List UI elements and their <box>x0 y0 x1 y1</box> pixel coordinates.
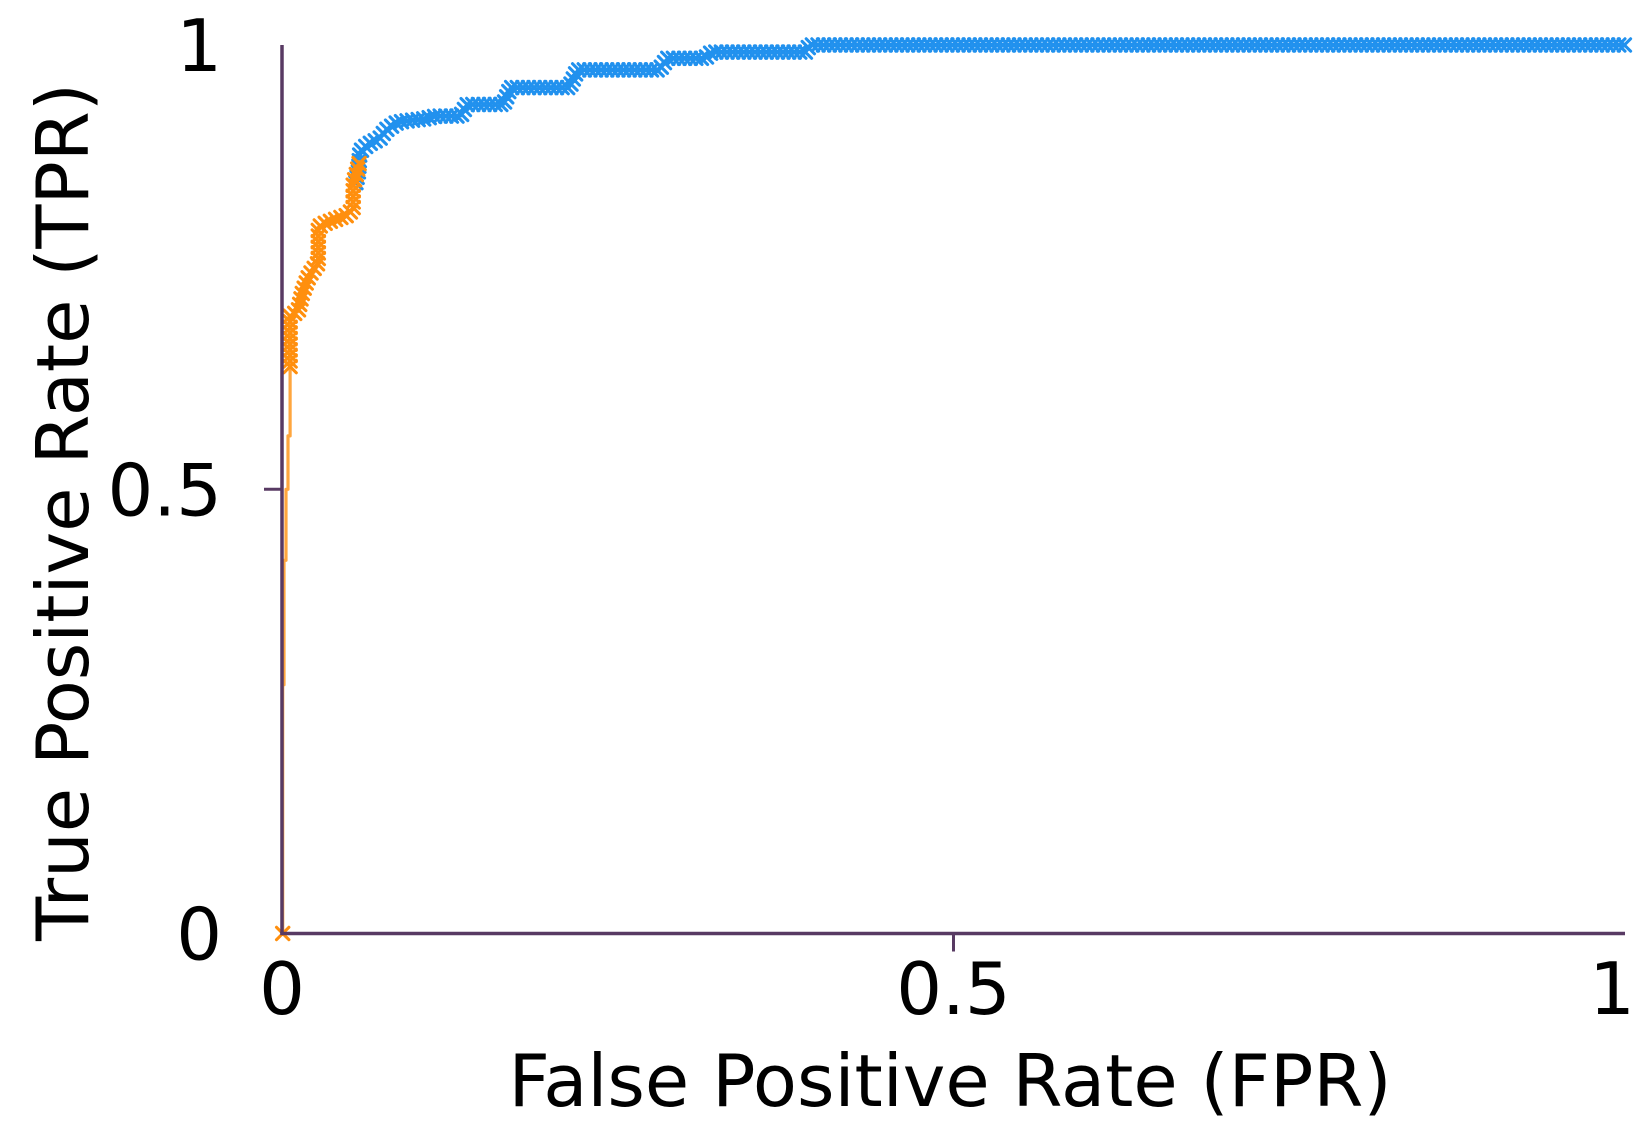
y-axis-label: True Positive Rate (TPR) <box>21 83 105 942</box>
roc-curve-blue-line <box>354 43 1625 184</box>
tick-label-layer: 0 0.5 1 0 0.5 1 <box>107 4 1634 1031</box>
y-tick-label-1: 1 <box>176 4 222 88</box>
axis-layer <box>264 45 1625 952</box>
roc-curve-orange-line <box>281 160 362 934</box>
y-tick-label-0: 0 <box>176 893 222 977</box>
x-axis-label: False Positive Rate (FPR) <box>508 1039 1391 1123</box>
series-layer <box>274 37 1633 942</box>
roc-curve-blue-markers <box>348 37 1633 191</box>
x-tick-label-0.5: 0.5 <box>896 947 1011 1031</box>
x-tick-label-0: 0 <box>259 947 305 1031</box>
series-roc-curve-orange <box>274 155 367 942</box>
roc-curve-orange-markers <box>274 155 367 942</box>
series-roc-curve-blue <box>348 37 1633 191</box>
x-tick-label-1: 1 <box>1589 947 1635 1031</box>
y-tick-label-0.5: 0.5 <box>107 448 222 532</box>
